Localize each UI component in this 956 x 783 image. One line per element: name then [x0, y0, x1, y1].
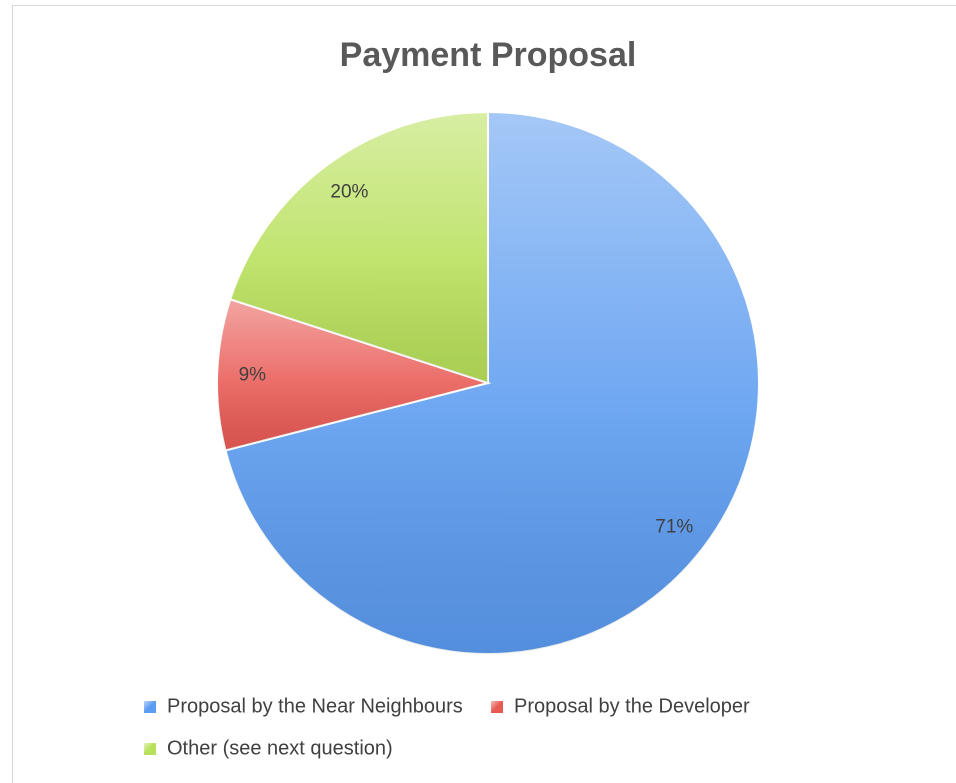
legend-label: Other (see next question)	[167, 737, 393, 759]
pie: 71% 9% 20%	[216, 110, 760, 655]
legend-label: Proposal by the Near Neighbours	[167, 695, 463, 717]
legend: Proposal by the Near Neighbours Proposal …	[144, 695, 750, 759]
chart-title: Payment Proposal	[340, 36, 637, 74]
legend-swatch-shine	[491, 701, 503, 713]
legend-swatch-shine	[144, 701, 156, 713]
data-label: 71%	[655, 517, 693, 538]
legend-label: Proposal by the Developer	[514, 695, 750, 717]
legend-swatch-shine	[144, 743, 156, 755]
data-label: 20%	[330, 181, 368, 202]
data-label: 9%	[239, 365, 267, 386]
